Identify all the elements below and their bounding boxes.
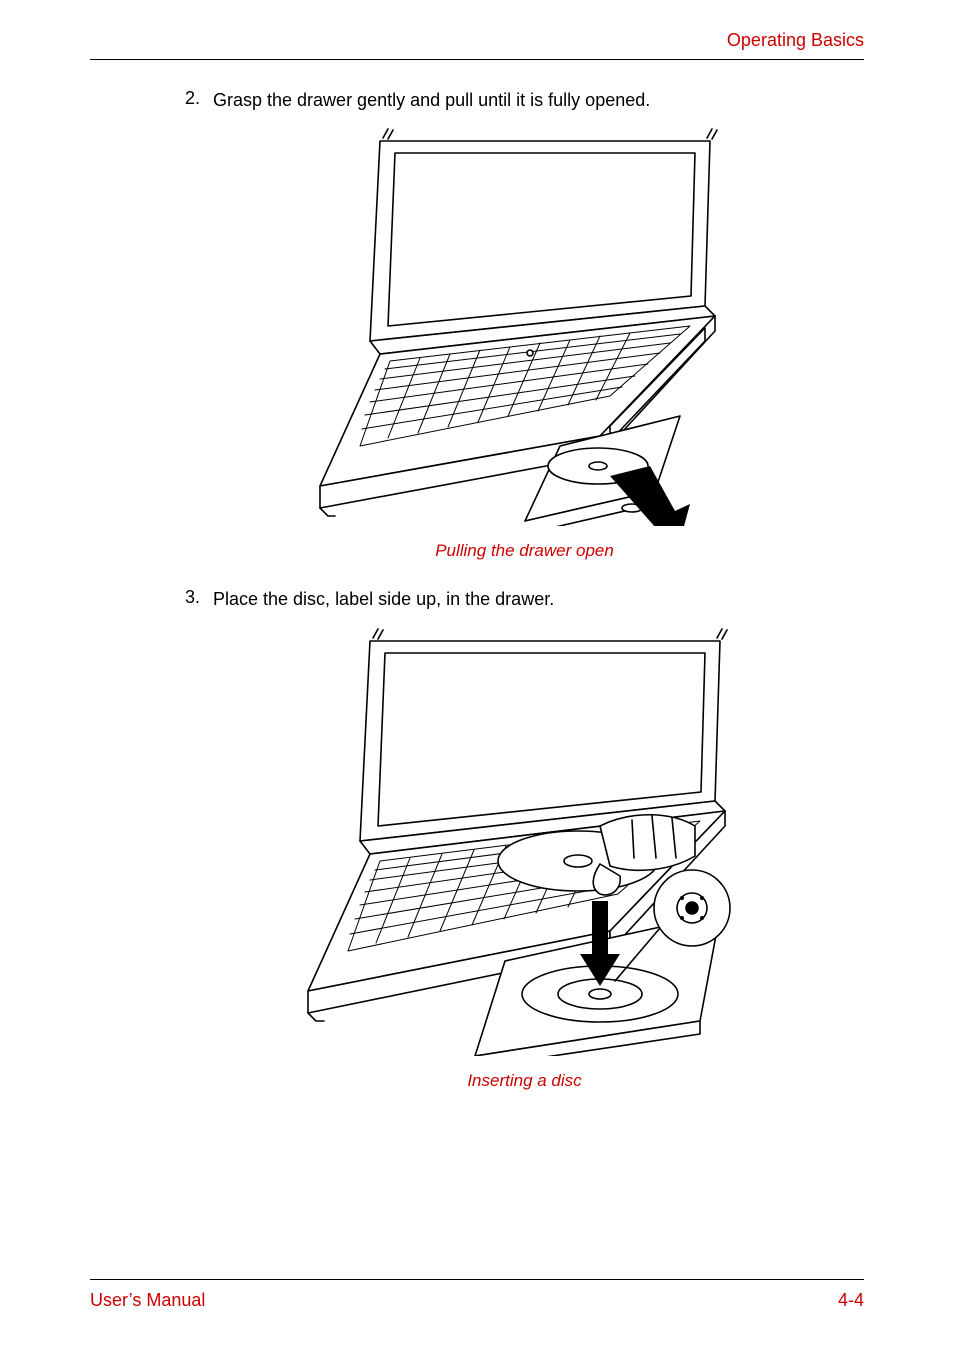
footer-rule	[90, 1279, 864, 1280]
header-rule	[90, 59, 864, 60]
step-number: 3.	[185, 587, 213, 611]
step-2: 2. Grasp the drawer gently and pull unti…	[185, 88, 864, 112]
laptop-drawer-illustration	[310, 126, 740, 526]
figure-1	[185, 126, 864, 531]
header-section-title: Operating Basics	[90, 30, 864, 51]
page: Operating Basics 2. Grasp the drawer gen…	[0, 0, 954, 1351]
step-number: 2.	[185, 88, 213, 112]
step-text: Grasp the drawer gently and pull until i…	[213, 88, 650, 112]
step-3: 3. Place the disc, label side up, in the…	[185, 587, 864, 611]
content-area: 2. Grasp the drawer gently and pull unti…	[90, 88, 864, 1091]
figure-1-caption: Pulling the drawer open	[185, 541, 864, 561]
step-text: Place the disc, label side up, in the dr…	[213, 587, 554, 611]
laptop-insert-disc-illustration	[300, 626, 750, 1056]
footer-page-number: 4-4	[838, 1290, 864, 1311]
footer-left: User’s Manual	[90, 1290, 205, 1311]
figure-2	[185, 626, 864, 1061]
footer: User’s Manual 4-4	[90, 1279, 864, 1311]
figure-2-caption: Inserting a disc	[185, 1071, 864, 1091]
